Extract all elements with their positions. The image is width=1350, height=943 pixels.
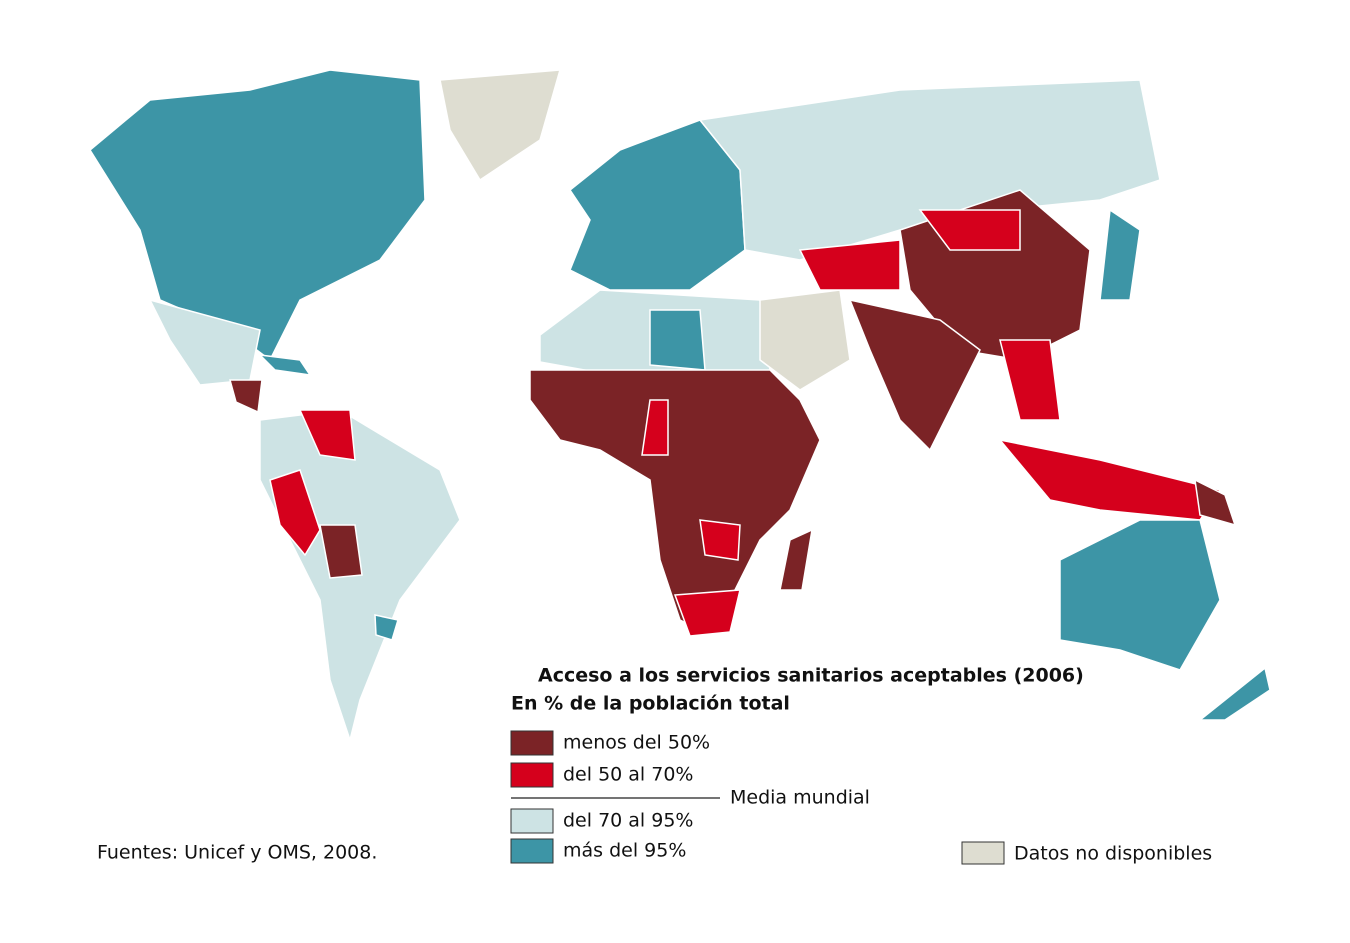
sub-saharan-africa	[529, 369, 821, 631]
legend-swatch	[510, 762, 554, 788]
no-data-swatch	[961, 841, 1005, 865]
australia	[1059, 519, 1221, 671]
venezuela	[298, 409, 356, 461]
legend-swatch	[510, 838, 554, 864]
greenland	[439, 69, 562, 182]
central-asia	[798, 239, 901, 291]
legend-label: más del 95%	[563, 840, 686, 862]
legend-label: del 70 al 95%	[563, 810, 693, 832]
legend: menos del 50% del 50 al 70% del 70 al 95% m…	[510, 730, 710, 864]
europe	[568, 119, 746, 291]
libya	[649, 309, 706, 371]
middle-east	[759, 289, 851, 391]
new-zealand	[1197, 666, 1271, 721]
papua-new-guinea	[1194, 478, 1237, 527]
divider-label: Media mundial	[730, 787, 870, 809]
legend-title: Acceso a los servicios sanitarios acepta…	[538, 665, 1084, 687]
bolivia	[319, 524, 363, 579]
indonesia	[998, 438, 1222, 521]
legend-swatch	[510, 808, 554, 834]
legend-label: del 50 al 70%	[563, 764, 693, 786]
peru	[269, 469, 321, 557]
southeast-asia	[999, 339, 1061, 421]
cameroon	[641, 399, 669, 456]
mexico	[148, 298, 261, 386]
legend-swatch	[510, 730, 554, 756]
madagascar	[779, 528, 813, 591]
south-africa	[673, 589, 741, 637]
north-america	[89, 69, 426, 362]
cuba	[257, 353, 312, 376]
world-map	[89, 69, 1271, 743]
mongolia	[918, 209, 1021, 251]
japan	[1099, 208, 1141, 301]
uruguay	[374, 614, 399, 641]
india	[848, 298, 981, 452]
source: Fuentes: Unicef y OMS, 2008.	[97, 842, 377, 864]
legend-subtitle: En % de la población total	[511, 693, 790, 715]
central-america	[229, 379, 263, 414]
no-data-label: Datos no disponibles	[1014, 843, 1212, 865]
legend-label: menos del 50%	[563, 732, 710, 754]
zimbabwe	[699, 519, 741, 561]
